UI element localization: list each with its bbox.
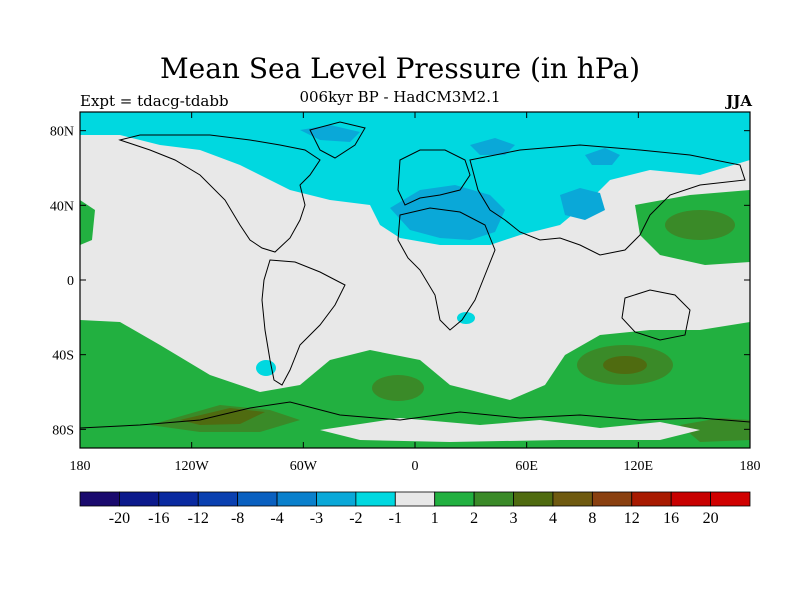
x-tick-label: 0 (412, 459, 419, 474)
colorbar-swatch (316, 491, 357, 507)
x-axis: 180 120W 60W 0 60E 120E 180 (70, 112, 761, 474)
australia-coast (621, 289, 691, 341)
season-label: JJA (726, 92, 752, 110)
south-atlantic-high-core (372, 375, 424, 401)
north-america-coast (118, 134, 321, 253)
antarctic-margin-high-max (180, 408, 265, 425)
colorbar-swatch (710, 491, 751, 507)
colorbar-swatch (670, 491, 711, 507)
asia-coast (469, 144, 746, 256)
west-margin-high (80, 200, 95, 245)
x-tick-label: 60E (515, 459, 538, 474)
south-indian-high-max (603, 356, 647, 374)
y-tick-label: 80N (50, 125, 74, 140)
colorbar-label: 12 (624, 510, 640, 527)
north-pacific-high-core (665, 210, 735, 240)
colorbar-label: 20 (703, 510, 719, 527)
colorbar-swatch (591, 491, 633, 507)
colorbar-swatch (434, 491, 475, 507)
colorbar-label: -3 (310, 510, 323, 527)
colorbar-swatch (631, 491, 672, 507)
europe-coast (397, 149, 471, 206)
y-axis: 80N 40N 0 40S 80S (50, 125, 750, 438)
colorbar-swatch (197, 491, 239, 507)
colorbar-swatch (473, 491, 514, 507)
colorbar-label: 1 (431, 510, 439, 527)
x-tick-label: 120E (624, 459, 654, 474)
colorbar-label: -20 (109, 510, 130, 527)
central-asia-low-core (560, 188, 605, 220)
colorbar-swatch (394, 491, 436, 507)
greenland-low-core (300, 125, 360, 142)
colorbar-swatch (79, 491, 120, 507)
y-tick-label: 0 (67, 274, 74, 289)
colorbar-swatch (276, 491, 317, 507)
colorbar-label: 4 (549, 510, 557, 527)
x-tick-label: 60W (290, 459, 318, 474)
colorbar-swatch (158, 491, 199, 507)
colorbar-swatch (355, 491, 396, 507)
colorbar: -20 -16 -12 -8 -4 -3 -2 -1 1 2 3 4 8 12 16 20 (79, 491, 751, 527)
colorbar-label: 16 (663, 510, 679, 527)
antarctica-coast (80, 401, 750, 429)
colorbar-label: -12 (188, 510, 209, 527)
colorbar-swatch (513, 491, 554, 507)
africa-coast (397, 207, 496, 331)
colorbar-label: -16 (148, 510, 169, 527)
colorbar-label: -8 (231, 510, 244, 527)
x-tick-label: 180 (740, 459, 761, 474)
siberia-low-core (585, 148, 620, 165)
y-tick-label: 80S (52, 423, 74, 438)
x-tick-label: 180 (70, 459, 91, 474)
colorbar-label: -4 (270, 510, 283, 527)
coastlines (80, 121, 750, 429)
colorbar-swatch (237, 491, 278, 507)
colorbar-swatch (119, 491, 160, 507)
colorbar-label: 8 (588, 510, 596, 527)
greenland-coast (309, 121, 366, 159)
pressure-field (80, 112, 750, 448)
south-america-coast (261, 259, 346, 386)
colorbar-label: -2 (349, 510, 362, 527)
colorbar-label: 2 (470, 510, 478, 527)
experiment-label: Expt = tdacg-tdabb (80, 92, 229, 110)
x-tick-label: 120W (175, 459, 210, 474)
y-tick-label: 40N (50, 199, 74, 214)
antarctic-margin-east (680, 418, 750, 442)
colorbar-label: -1 (389, 510, 402, 527)
colorbar-label: 3 (510, 510, 518, 527)
chart-title: Mean Sea Level Pressure (in hPa) (159, 52, 641, 85)
arctic-low-core (470, 138, 515, 155)
y-tick-label: 40S (52, 349, 74, 364)
antarctic-neutral-patch (320, 418, 700, 442)
chart-subtitle: 006kyr BP - HadCM3M2.1 (299, 88, 501, 106)
colorbar-swatch (552, 491, 593, 507)
